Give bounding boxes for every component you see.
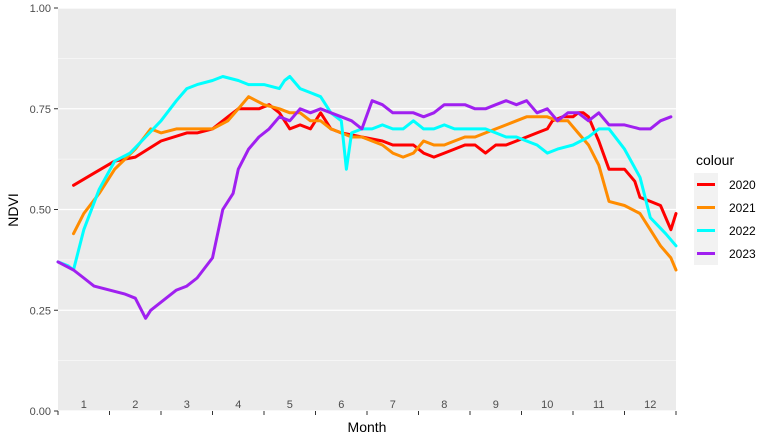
y-tick-label: 0.25 bbox=[30, 305, 51, 317]
series-line-2021 bbox=[72, 95, 678, 272]
month-label: 10 bbox=[541, 399, 553, 411]
month-label: 9 bbox=[493, 399, 499, 411]
y-tick-label: 0.50 bbox=[30, 205, 51, 217]
legend-title: colour bbox=[696, 152, 734, 168]
y-axis: 0.00 0.25 0.50 0.75 1.00 bbox=[30, 3, 58, 418]
legend-label: 2021 bbox=[729, 201, 756, 215]
month-label: 6 bbox=[338, 399, 344, 411]
month-label: 3 bbox=[184, 399, 190, 411]
y-tick-label: 0.75 bbox=[30, 104, 51, 116]
legend-label: 2023 bbox=[729, 247, 756, 261]
month-label: 12 bbox=[644, 399, 656, 411]
month-label: 11 bbox=[593, 399, 604, 411]
month-label: 4 bbox=[235, 399, 241, 411]
series-line-2023 bbox=[56, 99, 673, 320]
month-label: 7 bbox=[390, 399, 396, 411]
month-label: 2 bbox=[132, 399, 138, 411]
series-line-2022 bbox=[56, 75, 678, 272]
grid-minor bbox=[58, 58, 676, 361]
grid-major bbox=[58, 7, 676, 412]
legend: colour 2020 2021 2022 2023 bbox=[694, 152, 756, 265]
y-tick-label: 1.00 bbox=[30, 3, 51, 15]
legend-label: 2020 bbox=[729, 178, 756, 192]
month-label: 5 bbox=[287, 399, 293, 411]
month-label: 8 bbox=[441, 399, 447, 411]
legend-label: 2022 bbox=[729, 224, 756, 238]
month-label: 1 bbox=[81, 399, 87, 411]
y-tick-label: 0.00 bbox=[30, 406, 51, 418]
x-axis: 1 2 3 4 5 6 7 8 9 10 11 12 bbox=[57, 399, 677, 415]
y-axis-title: NDVI bbox=[5, 193, 21, 226]
series-layer bbox=[56, 75, 678, 320]
x-axis-title: Month bbox=[348, 419, 387, 435]
